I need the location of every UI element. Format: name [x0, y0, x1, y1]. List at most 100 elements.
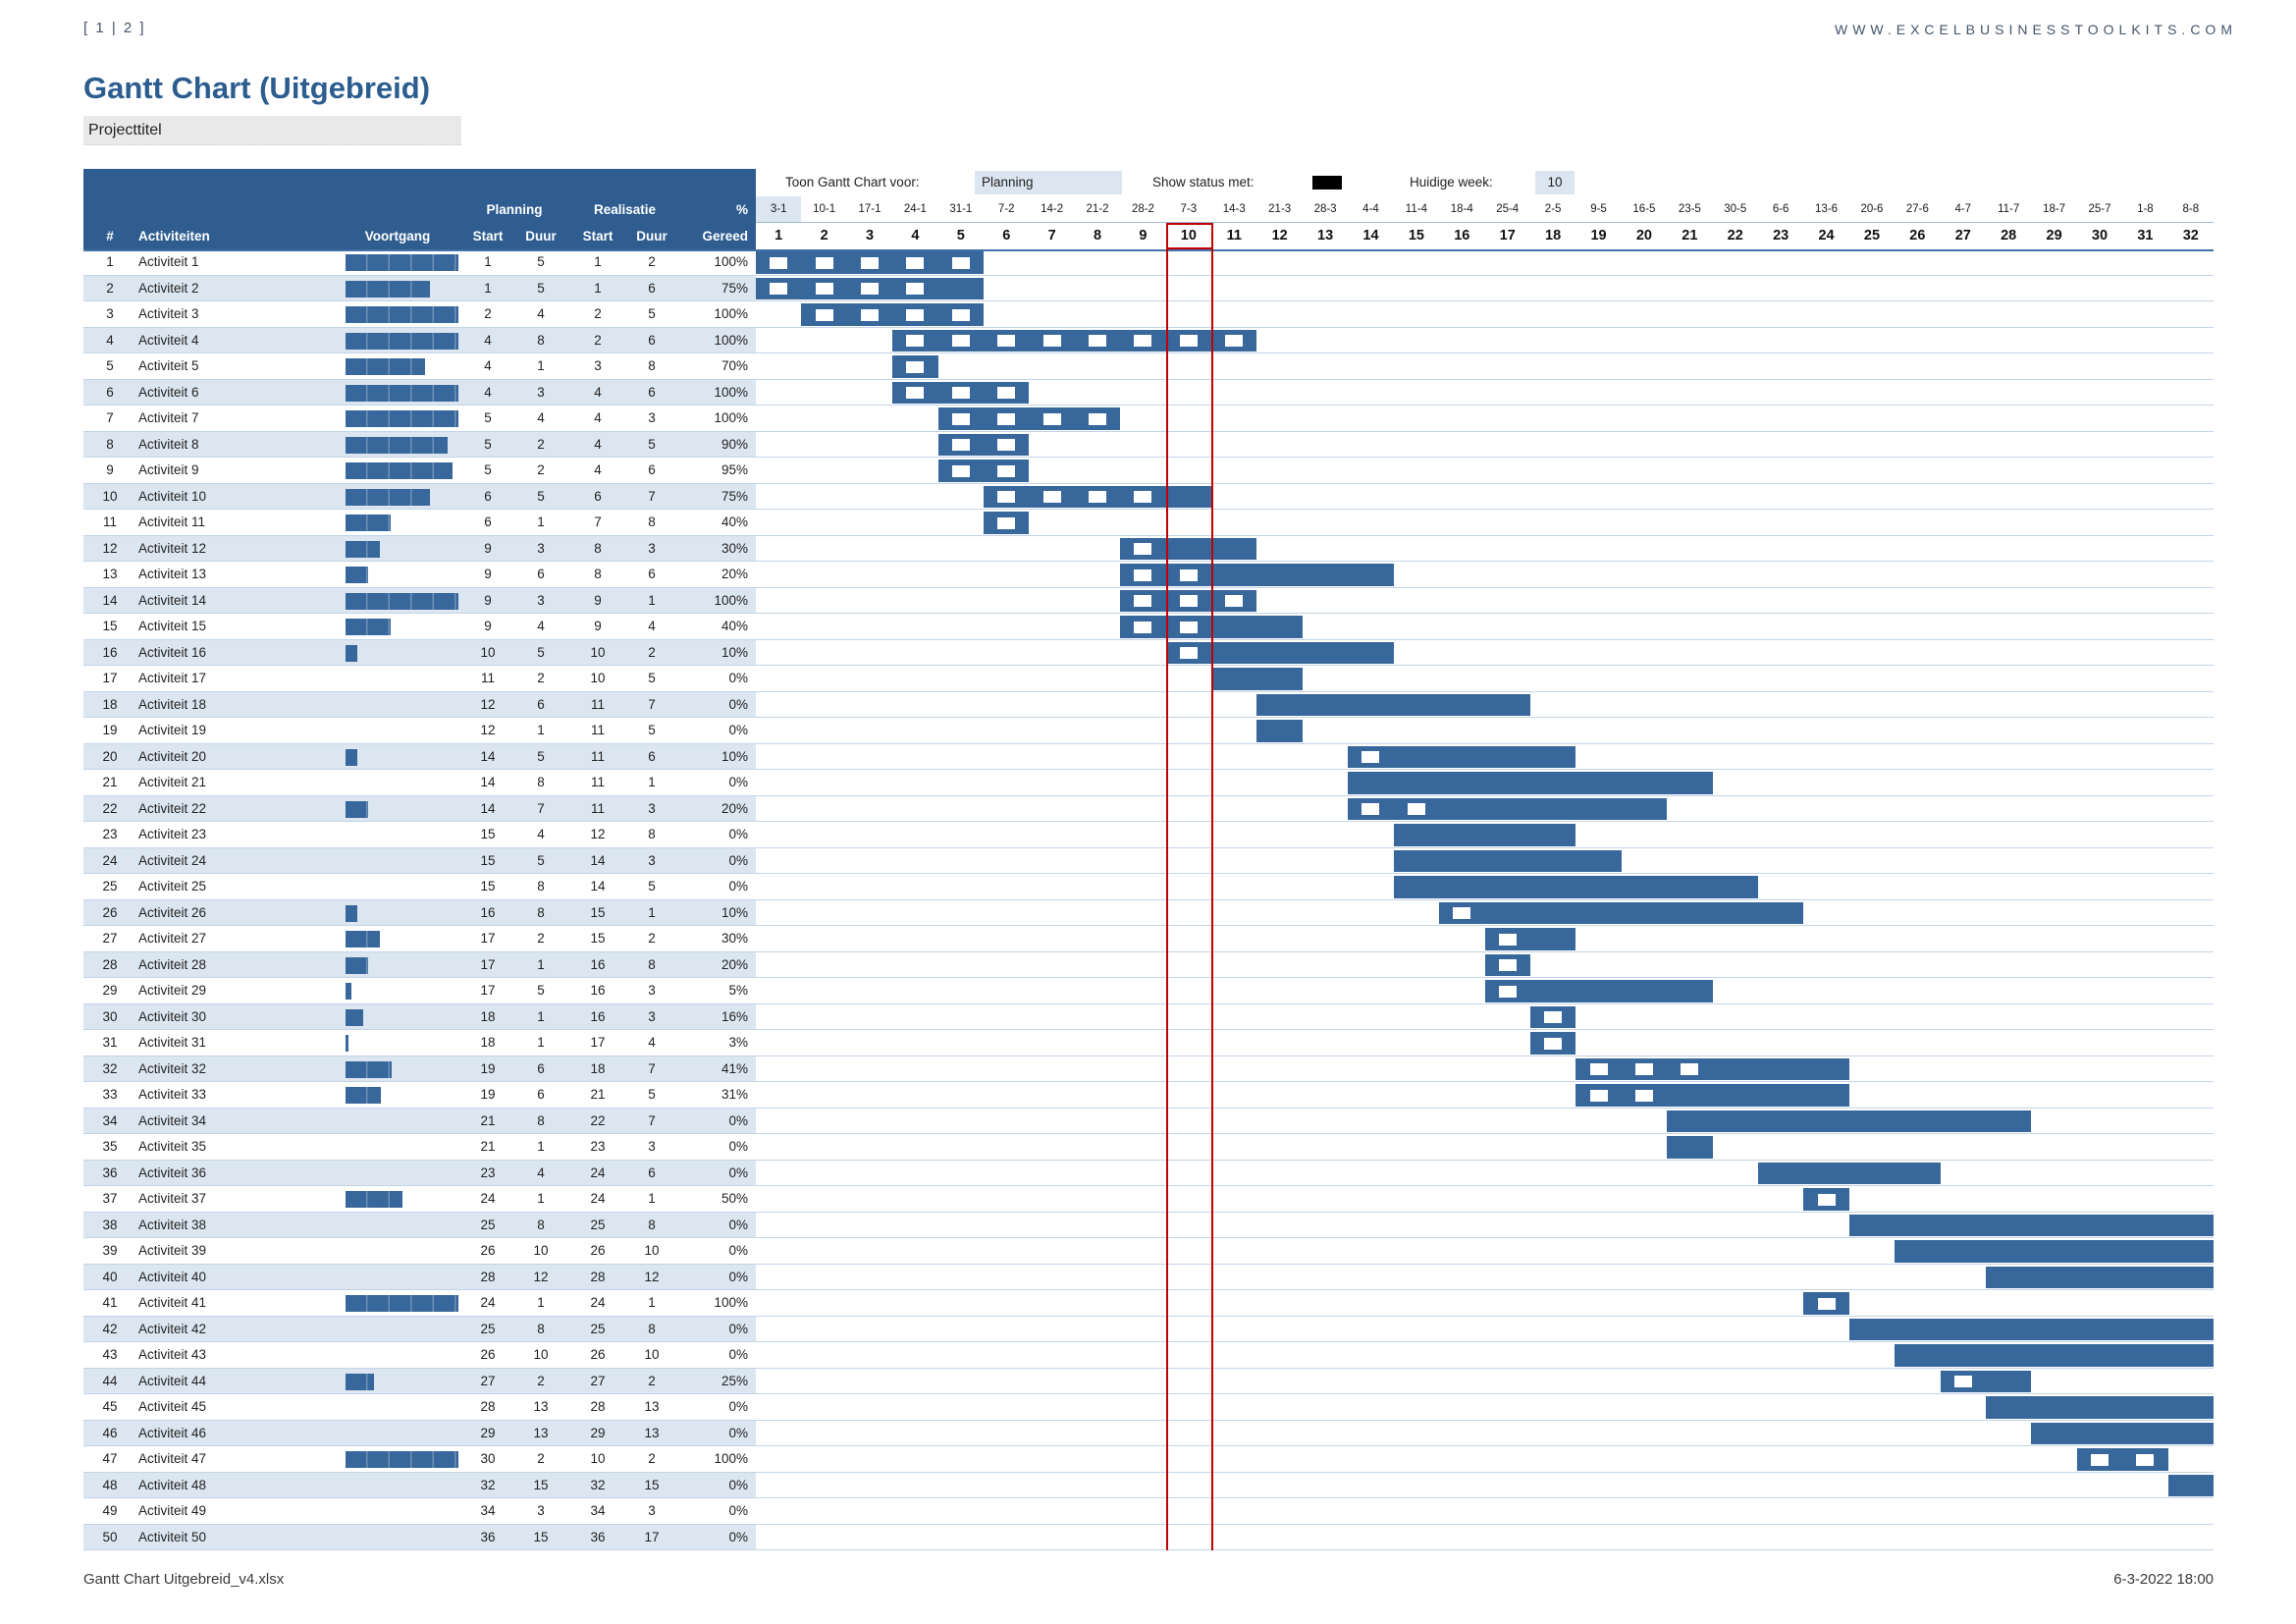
realisation-duur: 6 [648, 567, 656, 581]
realisation-duur: 1 [648, 592, 656, 608]
row-number: 36 [102, 1164, 118, 1180]
planning-duur: 10 [533, 1243, 549, 1258]
status-marker [770, 283, 788, 295]
planning-start: 30 [480, 1451, 496, 1466]
realisation-start: 32 [590, 1477, 606, 1492]
table-row: 49 Activiteit 49 34 3 34 3 0% [83, 1498, 2214, 1525]
pct-gereed: 31% [721, 1087, 748, 1102]
planning-start: 25 [480, 1217, 496, 1232]
activity-name: Activiteit 4 [138, 332, 199, 348]
table-row: 33 Activiteit 33 19 6 21 5 31% [83, 1082, 2214, 1109]
row-stripe [83, 795, 756, 821]
col-duur-planning-label: Duur [525, 229, 557, 244]
week-number-cell: 27 [1954, 228, 1971, 244]
planning-duur: 13 [533, 1399, 549, 1414]
row-number: 2 [106, 280, 114, 296]
activity-name: Activiteit 37 [138, 1191, 207, 1206]
realisation-start: 3 [594, 358, 602, 373]
table-row: 1 Activiteit 1 1 5 1 2 100% [83, 249, 2214, 276]
status-marker [1225, 595, 1244, 607]
planning-duur: 10 [533, 1347, 549, 1362]
table-row: 45 Activiteit 45 28 13 28 13 0% [83, 1394, 2214, 1421]
realisation-duur: 2 [648, 931, 656, 946]
planning-duur: 1 [537, 723, 545, 737]
col-start-realisation-label: Start [582, 229, 614, 244]
realisation-start: 15 [590, 904, 606, 920]
status-marker [997, 412, 1016, 425]
status-legend-label: Show status met: [1152, 175, 1255, 189]
status-marker [1134, 491, 1152, 503]
table-row: 8 Activiteit 8 5 2 4 5 90% [83, 431, 2214, 458]
realisation-duur: 7 [648, 696, 656, 712]
activity-name: Activiteit 28 [138, 956, 207, 972]
week-number-cell: 3 [865, 228, 875, 244]
chart-view-selector[interactable]: Planning [975, 171, 1122, 194]
row-number: 13 [102, 567, 118, 581]
gantt-table: Planning Realisatie % # Activiteiten Voo… [83, 169, 2214, 1550]
planning-start: 9 [484, 540, 492, 556]
sheet-page-nav[interactable]: [ 1 | 2 ] [83, 20, 146, 36]
row-number: 8 [106, 436, 114, 452]
progress-bar [346, 1087, 381, 1104]
table-row: 22 Activiteit 22 14 7 11 3 20% [83, 795, 2214, 822]
row-number: 5 [106, 358, 114, 373]
row-number: 41 [102, 1295, 118, 1310]
status-marker [1634, 1063, 1653, 1075]
gantt-bar [1848, 1214, 2214, 1236]
planning-duur: 8 [537, 879, 545, 893]
activity-name: Activiteit 35 [138, 1139, 207, 1154]
status-marker [951, 387, 970, 399]
current-week-label: Huidige week: [1410, 175, 1493, 189]
website-url: WWW.EXCELBUSINESSTOOLKITS.COM [1834, 22, 2237, 37]
planning-start: 18 [480, 1035, 496, 1050]
table-body: 1 Activiteit 1 1 5 1 2 100% 2 Activiteit 2 1 5 1 6 75… [83, 249, 2214, 1550]
realisation-duur: 6 [648, 384, 656, 400]
status-marker [2090, 1453, 2109, 1466]
gantt-bar [1393, 824, 1576, 846]
realisation-duur: 5 [648, 879, 656, 893]
pct-gereed: 0% [728, 696, 748, 712]
realisation-duur: 1 [648, 1191, 656, 1206]
status-marker [951, 412, 970, 425]
week-date-cell: 16-5 [1632, 203, 1656, 215]
realisation-start: 7 [594, 514, 602, 529]
activity-name: Activiteit 47 [138, 1451, 207, 1466]
gantt-bar [892, 329, 1257, 352]
progress-bar [346, 748, 357, 766]
current-week-input[interactable]: 10 [1535, 171, 1575, 194]
planning-duur: 13 [533, 1425, 549, 1440]
project-title-field[interactable]: Projecttitel [83, 116, 461, 145]
status-marker [906, 335, 925, 347]
realisation-duur: 3 [648, 540, 656, 556]
status-marker [1589, 1089, 1608, 1102]
activity-name: Activiteit 2 [138, 280, 199, 296]
realisation-start: 2 [594, 306, 602, 321]
planning-duur: 15 [533, 1529, 549, 1544]
row-number: 15 [102, 619, 118, 633]
realisation-duur: 13 [644, 1425, 660, 1440]
progress-bar [346, 358, 425, 375]
row-number: 19 [102, 723, 118, 737]
activity-name: Activiteit 25 [138, 879, 207, 893]
week-date-cell: 4-7 [1954, 203, 1972, 215]
activity-name: Activiteit 34 [138, 1112, 207, 1128]
progress-bar [346, 384, 458, 402]
planning-start: 6 [484, 514, 492, 529]
footer-datetime: 6-3-2022 18:00 [2113, 1571, 2214, 1588]
planning-duur: 8 [537, 904, 545, 920]
gantt-bar [1165, 641, 1394, 664]
planning-duur: 6 [537, 1087, 545, 1102]
realisation-start: 11 [590, 775, 605, 789]
pct-gereed: 0% [728, 1217, 748, 1232]
planning-start: 15 [480, 827, 496, 841]
planning-start: 5 [484, 436, 492, 452]
planning-duur: 1 [537, 1139, 545, 1154]
pct-gereed: 41% [721, 1060, 748, 1076]
planning-duur: 8 [537, 1112, 545, 1128]
planning-start: 21 [480, 1139, 496, 1154]
status-marker [951, 439, 970, 451]
progress-bar [346, 619, 391, 635]
activity-name: Activiteit 8 [138, 436, 199, 452]
realisation-start: 4 [594, 462, 602, 477]
table-row: 39 Activiteit 39 26 10 26 10 0% [83, 1238, 2214, 1265]
